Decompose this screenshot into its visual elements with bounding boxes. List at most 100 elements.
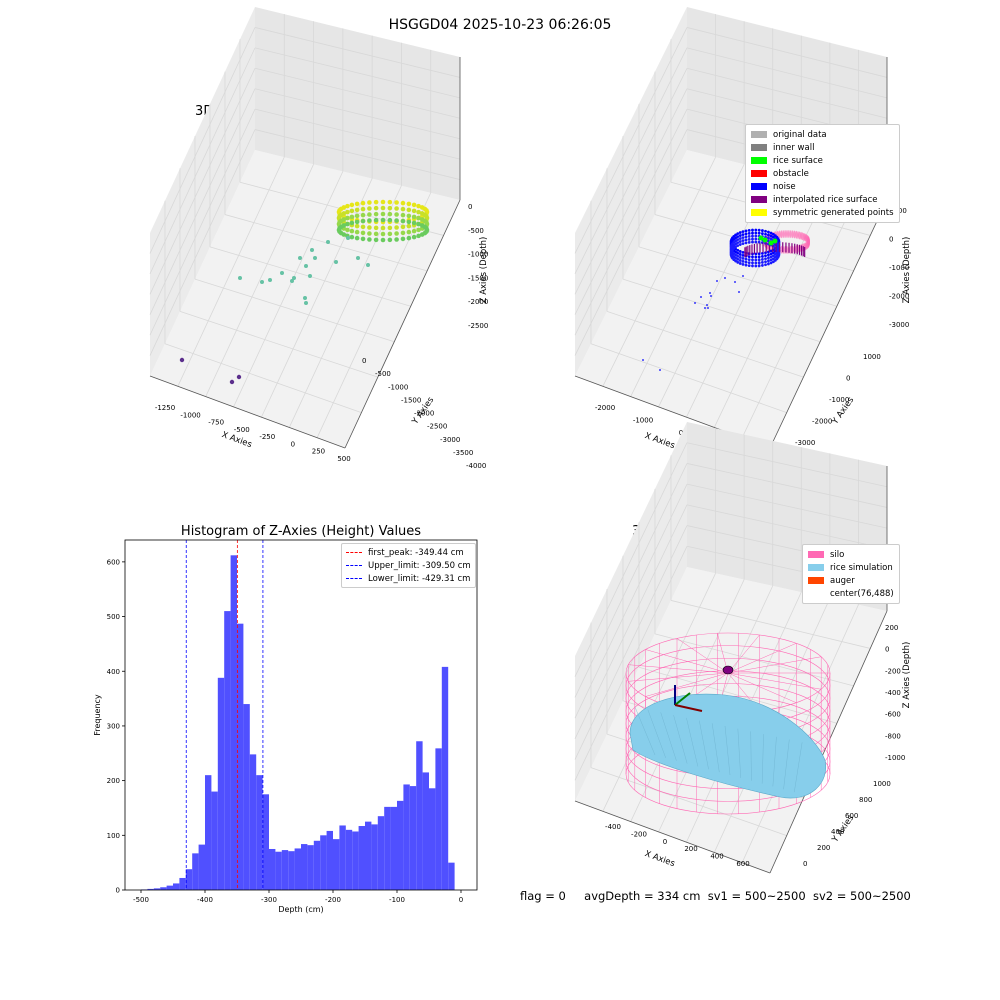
- legend-swatch: [751, 144, 767, 151]
- noise-point: [771, 257, 775, 261]
- grid-line: [316, 192, 432, 438]
- interpolated-point: [784, 230, 787, 239]
- x-axis-label: X Axies: [643, 849, 676, 869]
- grid-line: [224, 214, 428, 272]
- interpolated-point: [793, 230, 796, 239]
- noise-point: [741, 242, 745, 246]
- legend-swatch: [808, 577, 824, 584]
- x-tick-label: 600: [736, 860, 749, 868]
- grid-line: [164, 343, 362, 413]
- y-tick-label: 600: [845, 812, 858, 820]
- data-point: [304, 301, 308, 305]
- noise-point: [738, 243, 742, 246]
- data-point: [354, 229, 360, 235]
- noise-point: [769, 237, 773, 241]
- histogram-bar: [307, 845, 314, 890]
- interpolated-point: [789, 230, 792, 239]
- figure-suptitle: HSGGD04 2025-10-23 06:26:05: [388, 17, 612, 33]
- data-point: [416, 203, 421, 209]
- data-point: [380, 225, 386, 231]
- legend-label: original data: [773, 129, 827, 140]
- data-point: [341, 217, 347, 222]
- noise-point: [747, 237, 751, 241]
- histogram-bar: [243, 704, 250, 890]
- data-point: [380, 237, 386, 243]
- noise-point: [741, 239, 745, 243]
- rice-surface-point: [772, 238, 778, 244]
- noise-point: [747, 240, 751, 244]
- noise-point: [757, 228, 761, 232]
- noise-point: [767, 259, 770, 263]
- legend-swatch: [808, 551, 824, 558]
- left-pane: [150, 7, 255, 376]
- axes-box: -1250-1000-750-500-25002505000-500-1000-…: [149, 7, 489, 470]
- noise-point: [751, 234, 754, 238]
- grid-line: [177, 156, 285, 387]
- grid-line: [574, 47, 688, 275]
- z-tick-label: -400: [885, 689, 901, 697]
- y-tick-label: -1000: [829, 396, 849, 404]
- data-point: [349, 202, 355, 208]
- grid-line: [149, 47, 256, 275]
- noise-point: [738, 240, 742, 243]
- rice-mesh-line: [673, 715, 688, 764]
- data-point: [416, 215, 421, 221]
- data-point: [354, 207, 360, 213]
- grid-line: [254, 108, 461, 160]
- rice-mesh-line: [699, 720, 709, 770]
- rice-mesh-line: [711, 723, 720, 773]
- histogram-bar: [166, 885, 173, 890]
- avg-depth-text: avgDepth = 334 cm: [584, 889, 701, 903]
- data-point: [416, 233, 421, 239]
- data-point: [268, 278, 272, 282]
- y-tick-label: 500: [107, 613, 120, 621]
- histogram-bar: [249, 754, 257, 890]
- legend-label: rice simulation: [830, 562, 893, 573]
- grid-line: [233, 171, 344, 408]
- noise-point: [771, 260, 775, 264]
- plot-frame: [124, 539, 478, 891]
- noise-point: [734, 239, 737, 243]
- silo-spoke: [645, 672, 729, 697]
- data-point: [406, 219, 412, 225]
- y-tick-label: -2000: [812, 418, 832, 426]
- y-tick-label: 400: [831, 828, 844, 836]
- noise-point: [736, 232, 740, 236]
- data-point: [360, 236, 366, 242]
- noise-point: [736, 244, 740, 248]
- grid-line: [254, 67, 461, 119]
- data-point: [346, 236, 350, 240]
- data-point: [349, 214, 355, 220]
- histogram-bar: [416, 741, 423, 890]
- data-point: [406, 235, 412, 241]
- legend-entry: inner wall: [751, 141, 894, 154]
- panel4-legend: silo rice simulation auger center(76,488): [802, 544, 900, 604]
- z-tick-label: -1000: [889, 264, 909, 272]
- grid-line: [574, 88, 688, 315]
- data-point: [360, 224, 366, 230]
- grid-line: [205, 164, 314, 397]
- rice-surface-point: [758, 235, 764, 241]
- noise-point: [734, 242, 737, 246]
- rice-mesh-line: [772, 736, 777, 787]
- legend-label: center(76,488): [830, 588, 894, 599]
- grid-line: [622, 278, 821, 343]
- data-point: [400, 212, 406, 218]
- z-tick-label: -800: [885, 732, 901, 740]
- noise-point: [744, 238, 748, 242]
- data-point: [400, 230, 406, 236]
- data-point: [411, 228, 417, 234]
- noise-point: [741, 259, 745, 263]
- rice-mesh-line: [750, 731, 752, 781]
- data-point: [280, 271, 284, 275]
- silo-spoke: [727, 672, 822, 690]
- noise-point: [771, 235, 775, 239]
- noise-point: [767, 262, 770, 266]
- legend-swatch: [751, 170, 767, 177]
- noise-point: [736, 260, 740, 264]
- noise-point: [738, 291, 740, 293]
- legend-label: inner wall: [773, 142, 815, 153]
- noise-point: [744, 232, 748, 236]
- silo-spoke: [628, 672, 729, 682]
- noise-point: [694, 302, 696, 304]
